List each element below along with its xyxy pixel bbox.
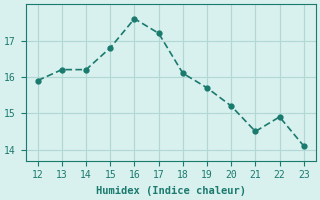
X-axis label: Humidex (Indice chaleur): Humidex (Indice chaleur) xyxy=(96,186,246,196)
